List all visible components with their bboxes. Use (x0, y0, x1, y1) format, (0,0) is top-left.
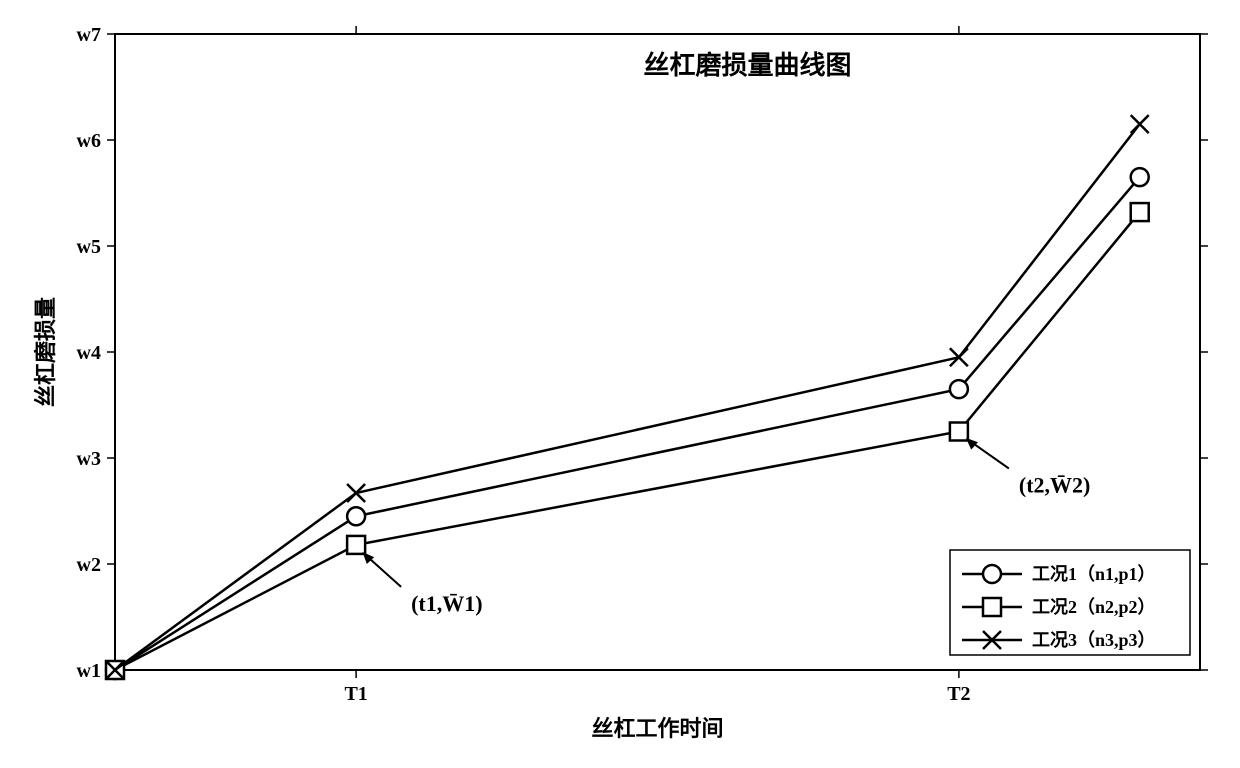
marker-circle (347, 507, 365, 525)
annotation-text: (t2,W̄2) (1019, 473, 1090, 498)
y-tick-label: w6 (77, 130, 101, 152)
y-tick-label: w3 (77, 448, 101, 470)
chart-container: w1 w2 w3 w4 w5 w6 w7 T1 T2 丝杠磨损量曲线图丝杠工作时间 丝杠磨损量 (t1… (20, 20, 1220, 748)
marker-circle (983, 565, 1001, 583)
wear-chart: w1 w2 w3 w4 w5 w6 w7 T1 T2 丝杠磨损量曲线图丝杠工作时间 丝杠磨损量 (t1… (20, 20, 1220, 748)
y-tick-label: w5 (77, 236, 101, 258)
marker-square (347, 536, 365, 554)
marker-circle (950, 380, 968, 398)
y-tick-label: w2 (77, 554, 101, 576)
x-tick-label: T2 (947, 683, 970, 705)
y-axis-label: 丝杠磨损量 (33, 297, 58, 407)
legend-label: 工况3（n3,p3） (1032, 630, 1156, 650)
y-tick-label: w1 (77, 660, 101, 682)
marker-square (1131, 203, 1149, 221)
chart-title: 丝杠磨损量曲线图 (643, 51, 851, 80)
x-tick-label: T1 (344, 683, 367, 705)
x-axis-label: 丝杠工作时间 (591, 716, 723, 741)
marker-square (950, 423, 968, 441)
legend-label: 工况2（n2,p2） (1032, 597, 1156, 617)
y-tick-label: w7 (77, 24, 101, 46)
marker-square (983, 598, 1001, 616)
y-tick-label: w4 (77, 342, 101, 364)
annotation-text: (t1,W̄1) (411, 591, 482, 616)
legend-label: 工况1（n1,p1） (1032, 564, 1156, 584)
marker-circle (1131, 168, 1149, 186)
annotation-arrowhead (968, 440, 976, 448)
